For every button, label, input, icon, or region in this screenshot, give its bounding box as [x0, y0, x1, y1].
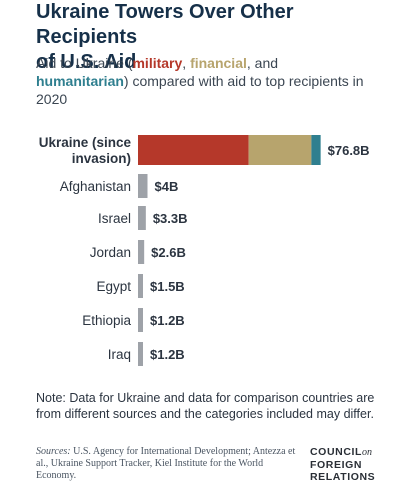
chart-title: Ukraine Towers Over Other Recipients of … [36, 0, 396, 75]
sources-label: Sources: [36, 446, 71, 457]
bar-ukraine-financial [248, 135, 312, 165]
bar-jordan [138, 240, 145, 264]
category-label-afghanistan: Afghanistan [60, 179, 131, 194]
value-label-jordan: $2.6B [151, 245, 186, 260]
bar-iraq [138, 342, 143, 366]
chart-sources: Sources: U.S. Agency for International D… [36, 446, 304, 482]
chart-note: Note: Data for Ukraine and data for comp… [36, 391, 375, 421]
logo-word-council: COUNCIL [310, 446, 363, 458]
logo-word-foreign: FOREIGN [310, 459, 363, 471]
value-label-ethiopia: $1.2B [150, 313, 185, 328]
subtitle-financial: financial [190, 55, 247, 71]
subtitle-military: military [132, 55, 183, 71]
chart-title-line-1: Ukraine Towers Over Other Recipients [36, 1, 294, 48]
logo-word-relations: RELATIONS [310, 471, 376, 483]
category-label-iraq: Iraq [108, 347, 131, 362]
sources-text: U.S. Agency for International Developmen… [36, 446, 296, 481]
bar-ukraine-military [138, 135, 249, 165]
bar-ethiopia [138, 308, 143, 332]
category-label-ukraine-since-invasion: Ukraine (since invasion) [39, 135, 132, 166]
value-label-iraq: $1.2B [150, 347, 185, 362]
subtitle-separator-2: , and [246, 55, 279, 71]
bar-israel [138, 206, 146, 230]
value-label-israel: $3.3B [153, 211, 188, 226]
logo-word-on: on [362, 447, 373, 458]
category-label-egypt: Egypt [96, 279, 131, 294]
chart-subtitle: Aid to Ukraine (military, financial, and… [36, 54, 396, 108]
cfr-logo: COUNCILon FOREIGN RELATIONS [310, 446, 390, 483]
category-label-jordan: Jordan [90, 245, 131, 260]
value-label-ukraine-since-invasion: $76.8B [328, 143, 370, 158]
chart-title-line-2: of U.S. Aid [36, 51, 137, 73]
bar-afghanistan [138, 174, 148, 198]
value-label-afghanistan: $4B [155, 179, 179, 194]
category-label-israel: Israel [98, 211, 131, 226]
bar-ukraine-humanitarian [311, 135, 321, 165]
subtitle-separator-1: , [182, 55, 191, 71]
subtitle-suffix: ) compared with aid to top recipients in… [36, 73, 364, 107]
value-label-egypt: $1.5B [150, 279, 185, 294]
subtitle-humanitarian: humanitarian [36, 73, 124, 89]
category-label-ethiopia: Ethiopia [82, 313, 131, 328]
bar-chart: Ukraine (since invasion) $76.8B Afghanistan… [39, 135, 370, 366]
bar-egypt [138, 274, 143, 298]
subtitle-prefix: Aid to Ukraine ( [36, 55, 133, 71]
